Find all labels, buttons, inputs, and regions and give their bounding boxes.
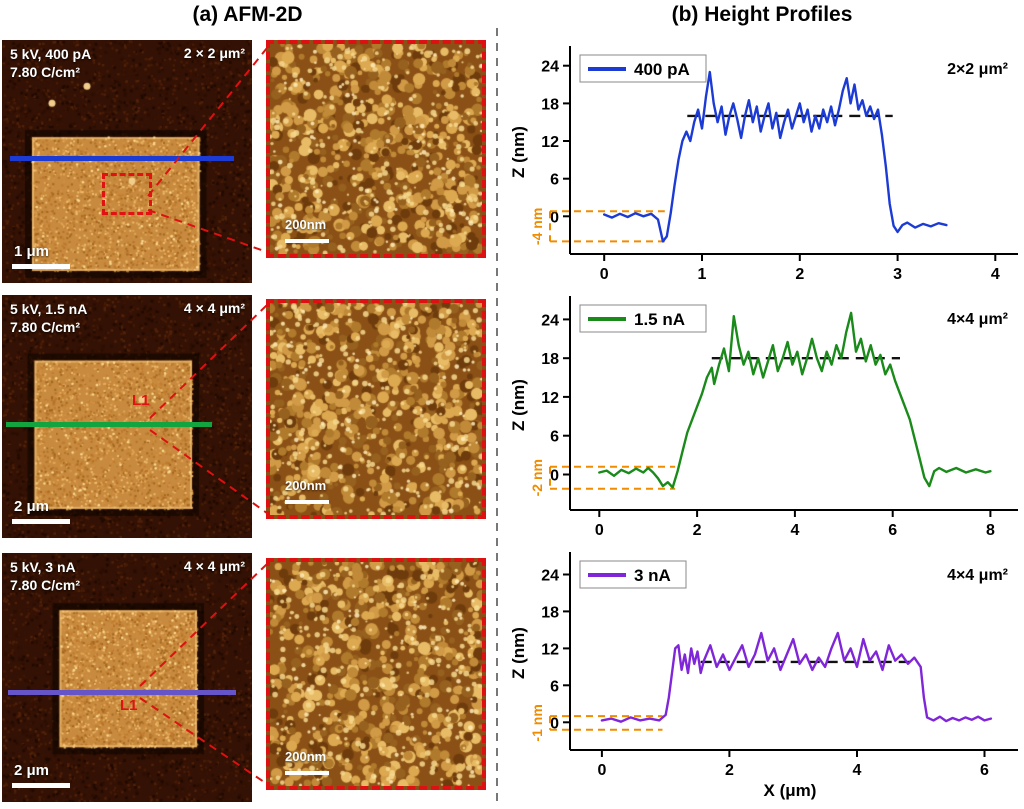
afm-image-1p5nA: 5 kV, 1.5 nA 7.80 C/cm² 4 × 4 μm² L1 2 μ… bbox=[2, 295, 252, 538]
inset-texture-canvas bbox=[270, 562, 482, 786]
svg-text:18: 18 bbox=[541, 604, 559, 621]
inset-zoom-400pA: 200nm bbox=[266, 40, 486, 258]
svg-text:400 pA: 400 pA bbox=[634, 60, 690, 79]
svg-text:18: 18 bbox=[541, 351, 559, 368]
svg-text:-4 nm: -4 nm bbox=[529, 208, 545, 245]
scale-bar-label: 1 μm bbox=[14, 243, 50, 260]
svg-text:12: 12 bbox=[541, 134, 559, 151]
beam-params-line1: 5 kV, 400 pA bbox=[10, 46, 92, 62]
panel-a-title: (a) AFM-2D bbox=[192, 3, 303, 26]
svg-text:4: 4 bbox=[853, 762, 862, 779]
svg-text:0: 0 bbox=[597, 762, 606, 779]
svg-text:Z (nm): Z (nm) bbox=[509, 379, 528, 431]
inset-scale-bar bbox=[285, 771, 329, 775]
inset-zoom-1p5nA: 200nm bbox=[266, 299, 486, 519]
svg-text:6: 6 bbox=[550, 172, 559, 189]
profile-line-label: L1 bbox=[132, 392, 150, 409]
svg-text:2×2 μm²: 2×2 μm² bbox=[947, 61, 1008, 78]
beam-params: 5 kV, 3 nA 7.80 C/cm² bbox=[10, 558, 80, 594]
profile-line-purple bbox=[8, 690, 236, 695]
roi-dashed-rect bbox=[102, 173, 152, 215]
svg-text:4×4 μm²: 4×4 μm² bbox=[947, 311, 1008, 328]
scan-area-label: 4 × 4 μm² bbox=[183, 558, 245, 574]
svg-text:0: 0 bbox=[550, 715, 559, 732]
svg-text:4: 4 bbox=[790, 522, 799, 539]
svg-text:8: 8 bbox=[986, 522, 995, 539]
svg-text:12: 12 bbox=[541, 641, 559, 658]
svg-text:12: 12 bbox=[541, 390, 559, 407]
scale-bar bbox=[12, 264, 70, 269]
svg-text:2: 2 bbox=[795, 266, 804, 283]
svg-text:6: 6 bbox=[550, 678, 559, 695]
profile-line-blue bbox=[10, 156, 234, 161]
svg-text:6: 6 bbox=[888, 522, 897, 539]
svg-text:4: 4 bbox=[991, 266, 1000, 283]
beam-params-line1: 5 kV, 1.5 nA bbox=[10, 301, 88, 317]
svg-text:2: 2 bbox=[725, 762, 734, 779]
height-profile-chart-400pA: 0 1 2 3 4 0 6 12 18 24 Z (nm) -4 nm 400 pA 2×2 μm² bbox=[508, 42, 1024, 284]
scale-bar-label: 2 μm bbox=[14, 762, 50, 779]
svg-text:3: 3 bbox=[893, 266, 902, 283]
beam-params-line2: 7.80 C/cm² bbox=[10, 319, 81, 336]
svg-text:24: 24 bbox=[541, 59, 559, 76]
inset-zoom-3nA: 200nm bbox=[266, 558, 486, 790]
svg-text:0: 0 bbox=[600, 266, 609, 283]
afm-image-400pA: 5 kV, 400 pA 7.80 C/cm² 2 × 2 μm² 1 μm bbox=[2, 40, 252, 283]
svg-text:24: 24 bbox=[541, 568, 559, 585]
svg-text:-1 nm: -1 nm bbox=[529, 704, 545, 741]
scan-area-label: 2 × 2 μm² bbox=[183, 45, 245, 61]
beam-params-line2: 7.80 C/cm² bbox=[10, 577, 81, 594]
svg-text:-2 nm: -2 nm bbox=[529, 459, 545, 496]
inset-scale-label: 200nm bbox=[285, 217, 327, 232]
scale-bar bbox=[12, 519, 70, 524]
svg-text:6: 6 bbox=[550, 429, 559, 446]
inset-texture-canvas bbox=[270, 303, 482, 515]
svg-text:0: 0 bbox=[550, 209, 559, 226]
beam-params: 5 kV, 400 pA 7.80 C/cm² bbox=[10, 45, 91, 81]
svg-text:Z (nm): Z (nm) bbox=[509, 126, 528, 178]
scale-bar-label: 2 μm bbox=[14, 498, 50, 515]
svg-text:24: 24 bbox=[541, 312, 559, 329]
afm-image-3nA: 5 kV, 3 nA 7.80 C/cm² 4 × 4 μm² L1 2 μm bbox=[2, 553, 252, 802]
svg-text:1.5 nA: 1.5 nA bbox=[634, 310, 685, 329]
svg-text:X (μm): X (μm) bbox=[764, 781, 817, 800]
beam-params: 5 kV, 1.5 nA 7.80 C/cm² bbox=[10, 300, 87, 336]
inset-scale-bar bbox=[285, 500, 329, 504]
inset-scale-bar bbox=[285, 239, 329, 243]
svg-text:4×4 μm²: 4×4 μm² bbox=[947, 567, 1008, 584]
panel-b-title: (b) Height Profiles bbox=[671, 3, 853, 26]
svg-text:0: 0 bbox=[595, 522, 604, 539]
inset-scale-label: 200nm bbox=[285, 478, 327, 493]
profile-line-green bbox=[6, 422, 212, 427]
svg-text:0: 0 bbox=[550, 468, 559, 485]
svg-text:18: 18 bbox=[541, 96, 559, 113]
svg-text:Z (nm): Z (nm) bbox=[509, 627, 528, 679]
inset-texture-canvas bbox=[270, 44, 482, 254]
height-profile-chart-3nA: 0 2 4 6 0 6 12 18 24 Z (nm) X (μm) -1 nm 3 nA 4×4 μm² bbox=[508, 548, 1024, 804]
svg-text:1: 1 bbox=[698, 266, 707, 283]
profile-line-label: L1 bbox=[120, 697, 138, 714]
svg-text:2: 2 bbox=[693, 522, 702, 539]
inset-scale-label: 200nm bbox=[285, 749, 327, 764]
beam-params-line1: 5 kV, 3 nA bbox=[10, 559, 76, 575]
scan-area-label: 4 × 4 μm² bbox=[183, 300, 245, 316]
height-profile-chart-1p5nA: 0 2 4 6 8 0 6 12 18 24 Z (nm) -2 nm 1.5 nA 4×4 μm² bbox=[508, 292, 1024, 540]
scale-bar bbox=[12, 783, 70, 788]
svg-text:6: 6 bbox=[980, 762, 989, 779]
svg-text:3 nA: 3 nA bbox=[634, 566, 671, 585]
beam-params-line2: 7.80 C/cm² bbox=[10, 64, 81, 81]
